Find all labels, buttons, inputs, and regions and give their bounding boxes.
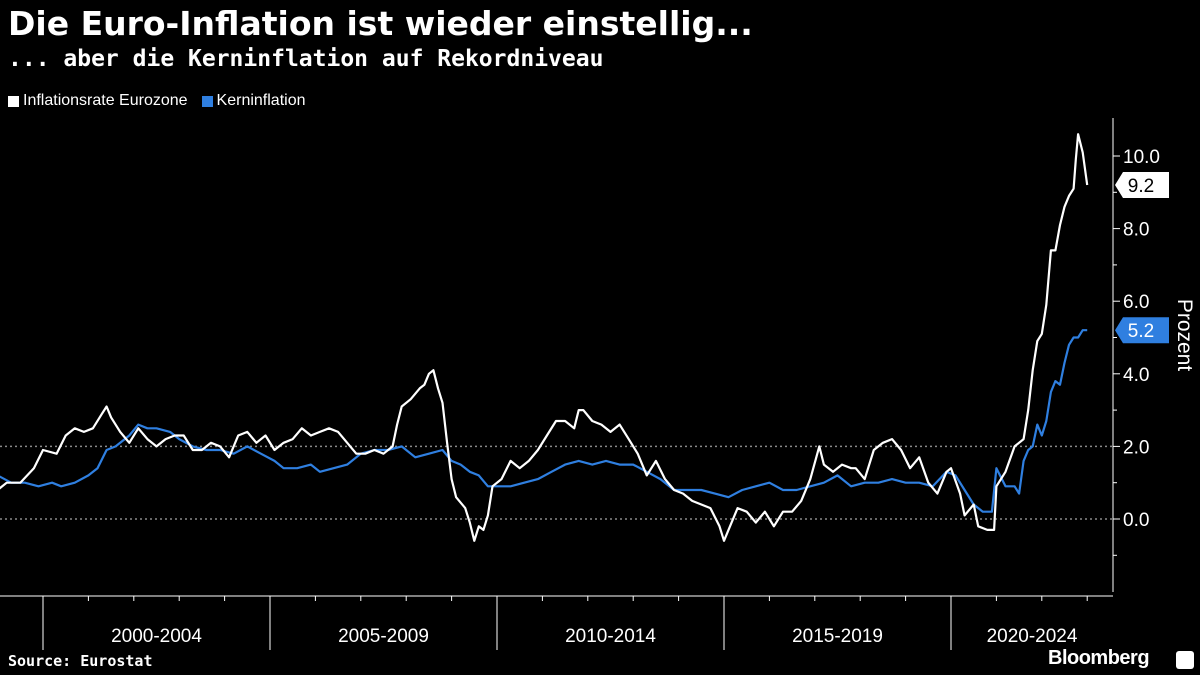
chart-subtitle: ... aber die Kerninflation auf Rekordniv… [8,46,604,72]
y-axis-label: Prozent [1173,299,1196,372]
last-value-label-headline: 9.2 [1128,176,1154,197]
legend-swatch-core [201,95,213,107]
y-tick-label-5: 10.0 [1123,147,1160,168]
legend-label-headline: Inflationsrate Eurozone [23,92,188,109]
series-line-core [0,329,1088,513]
chart-title: Die Euro-Inflation ist wieder einstellig… [8,4,753,43]
legend-swatch-headline [8,95,19,107]
x-group-label-4: 2020-2024 [987,626,1078,647]
legend-item-headline: Inflationsrate Eurozone [8,92,188,110]
y-tick-label-2: 4.0 [1123,365,1149,386]
y-tick-label-1: 2.0 [1123,437,1149,458]
x-group-label-1: 2005-2009 [338,626,429,647]
x-group-label-2: 2010-2014 [565,626,656,647]
series-line-headline [0,133,1089,542]
legend: Inflationsrate Eurozone Kerninflation [8,90,320,112]
legend-label-core: Kerninflation [216,92,306,109]
y-tick-label-3: 6.0 [1123,292,1149,313]
y-tick-label-0: 0.0 [1123,510,1149,531]
bloomberg-chart-icon [1176,651,1194,669]
y-tick-label-4: 8.0 [1123,220,1149,241]
source-note: Source: Eurostat [8,652,153,670]
last-value-tag-core [1115,317,1169,344]
last-value-label-core: 5.2 [1128,321,1154,342]
x-group-label-0: 2000-2004 [111,626,202,647]
bloomberg-logo: Bloomberg [1048,647,1150,669]
legend-item-core: Kerninflation [201,92,306,110]
x-group-label-3: 2015-2019 [792,626,883,647]
last-value-tag-headline [1115,172,1169,199]
